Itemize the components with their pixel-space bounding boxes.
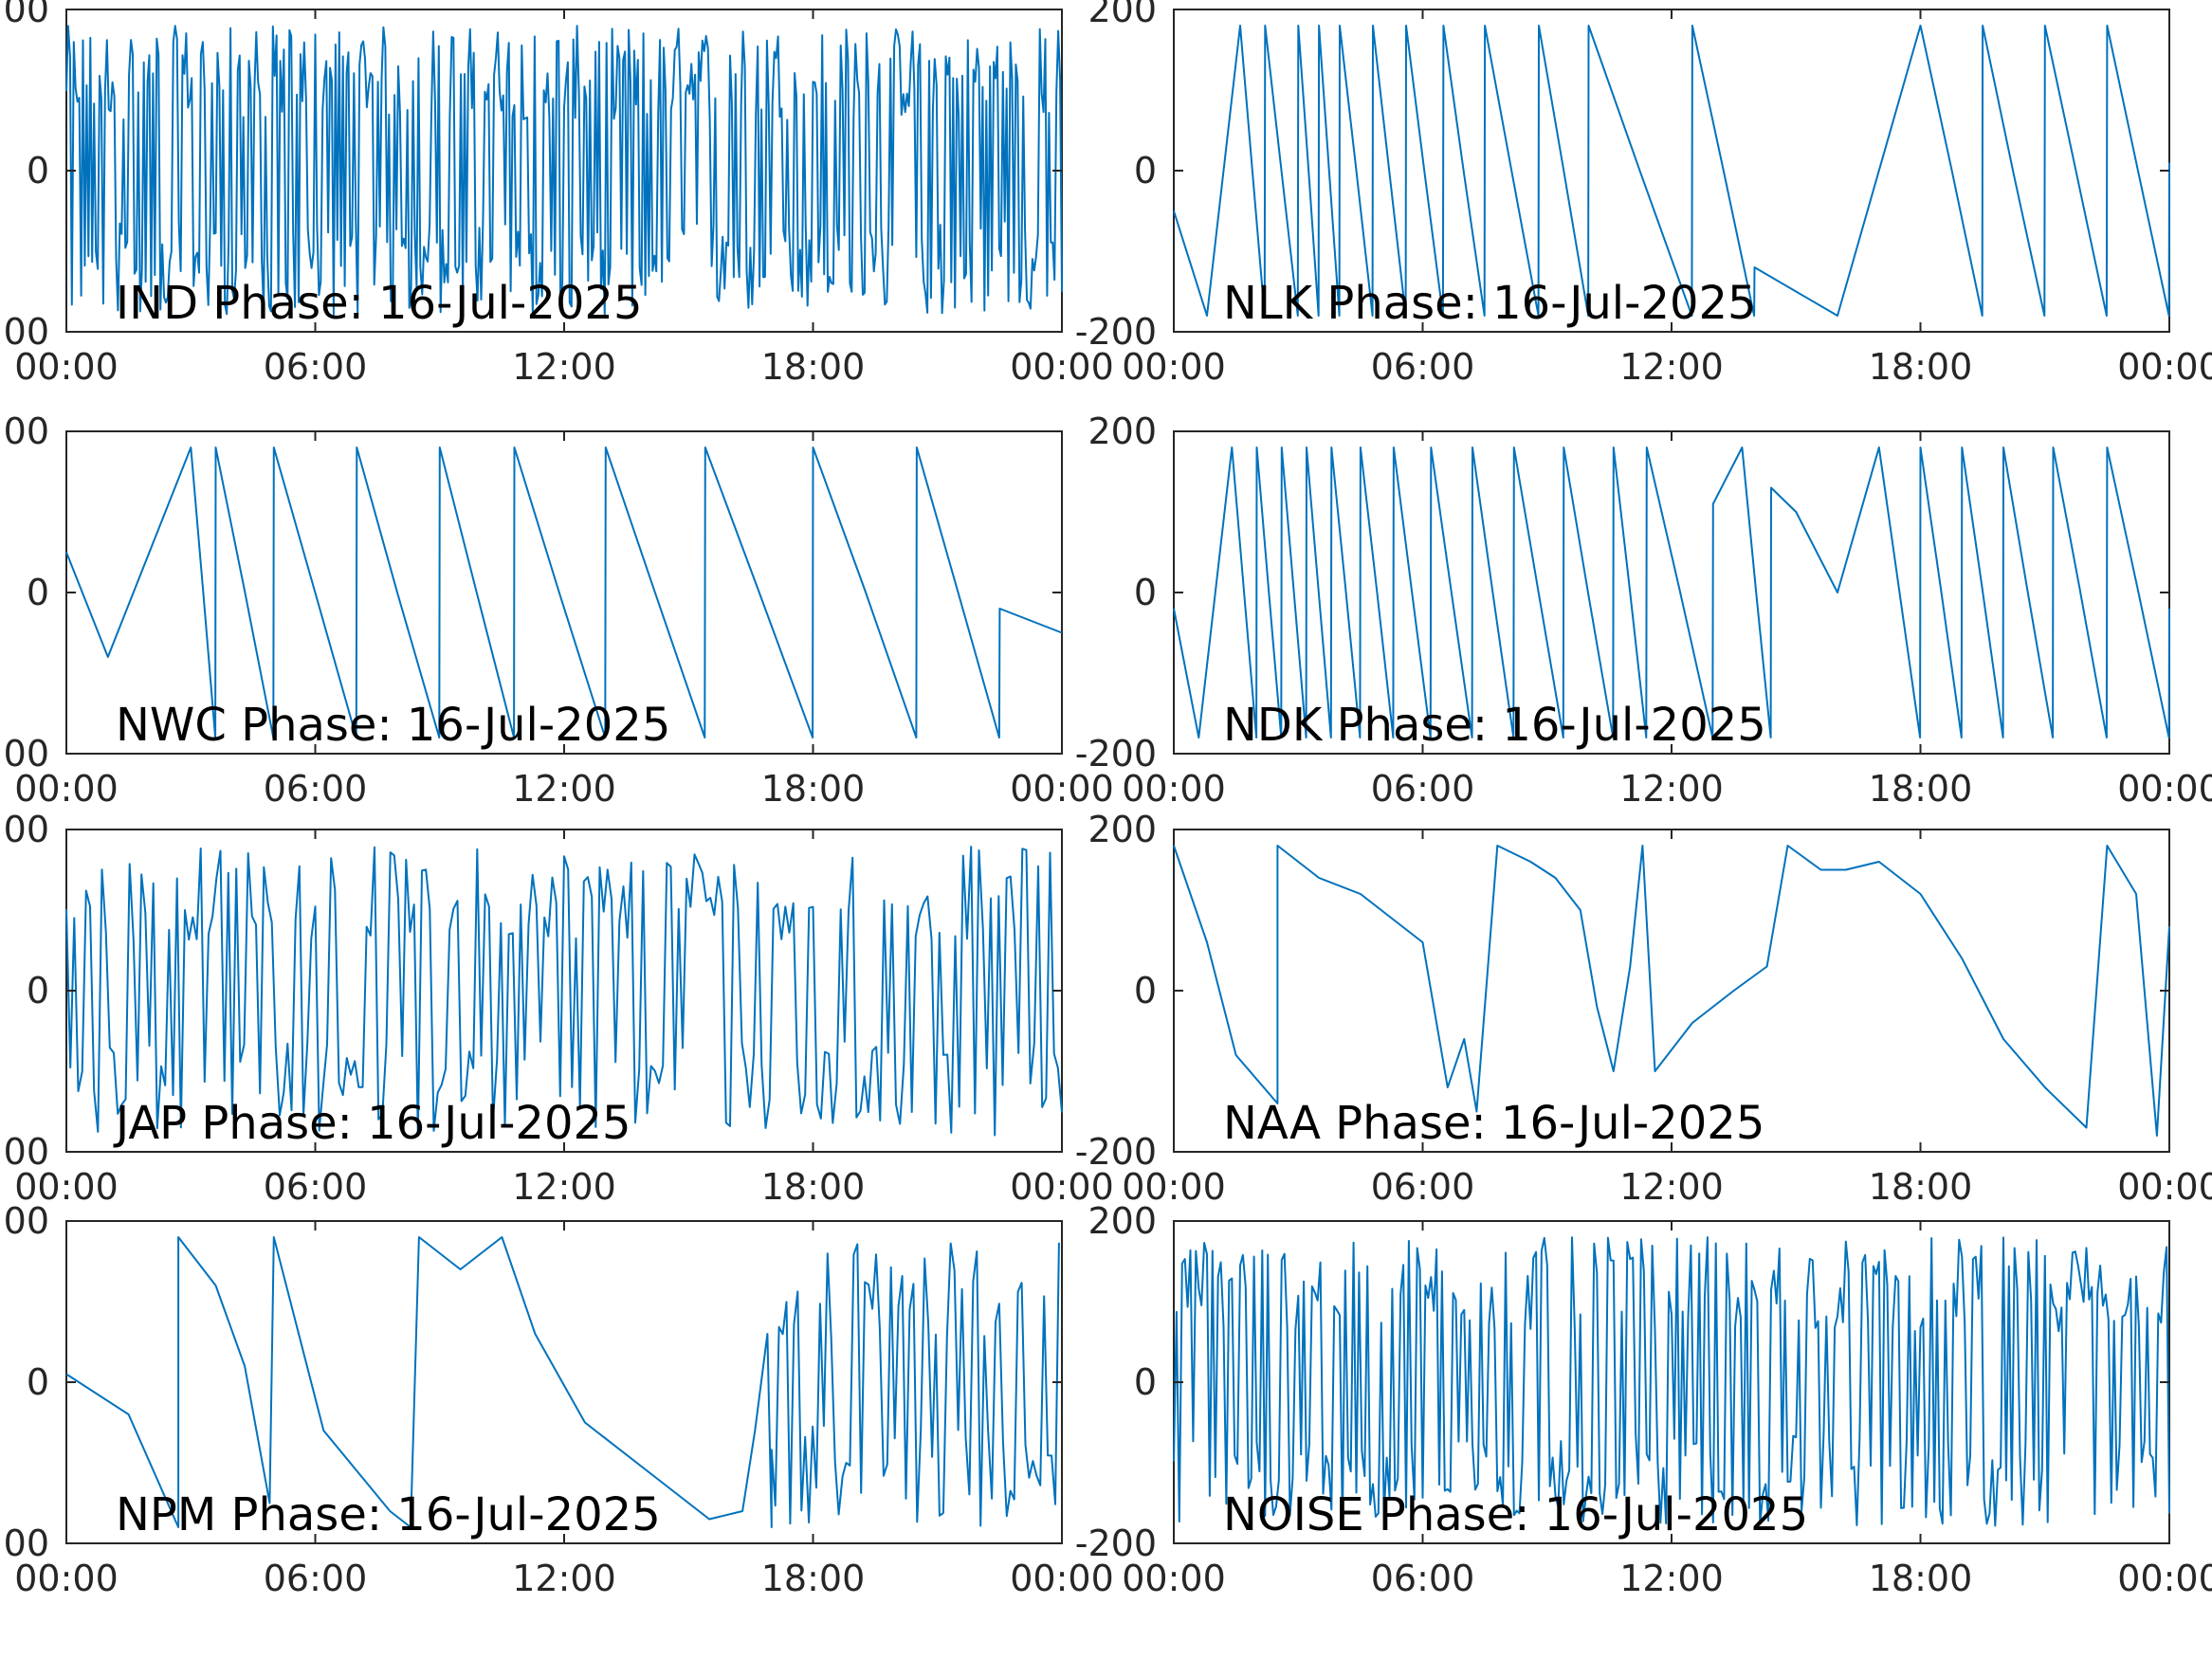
x-tick-label: 00:00 <box>1010 768 1114 810</box>
y-tick-label: 200 <box>0 809 49 850</box>
y-tick-label: 200 <box>0 0 49 30</box>
x-tick-label: 18:00 <box>1869 1558 1973 1599</box>
x-tick-label: 06:00 <box>1371 346 1475 388</box>
x-tick-label: 00:00 <box>1122 1166 1226 1208</box>
x-tick-label: 18:00 <box>761 1166 866 1208</box>
panel-title: NWC Phase: 16-Jul-2025 <box>116 699 670 752</box>
y-tick-label: 0 <box>27 572 49 613</box>
x-tick-label: 00:00 <box>1122 768 1226 810</box>
x-tick-label: 12:00 <box>512 346 616 388</box>
y-tick-label: -200 <box>0 1131 49 1173</box>
y-tick-label: 200 <box>1088 809 1157 850</box>
y-tick-label: -200 <box>1075 311 1157 353</box>
x-tick-label: 00:00 <box>14 346 119 388</box>
panel-5: 00:00 06:00 12:00 18:00 00:00 200 0 -200 JAP Pha… <box>0 809 1114 1208</box>
x-tick-label: 12:00 <box>512 1558 616 1599</box>
x-tick-label: 18:00 <box>1869 346 1973 388</box>
y-tick-label: 0 <box>1134 572 1157 613</box>
x-tick-label: 06:00 <box>264 346 368 388</box>
x-tick-label: 06:00 <box>264 1558 368 1599</box>
y-tick-label: -200 <box>0 311 49 353</box>
panel-title: NDK Phase: 16-Jul-2025 <box>1223 699 1766 752</box>
panel-8: 00:00 06:00 12:00 18:00 00:00 200 0 -200 NOISE P… <box>1075 1200 2212 1599</box>
y-tick-label: -200 <box>0 733 49 775</box>
y-tick-label: 0 <box>1134 970 1157 1012</box>
series-line <box>65 447 1063 738</box>
x-tick-label: 18:00 <box>1869 1166 1973 1208</box>
y-tick-label: -200 <box>0 1522 49 1564</box>
y-tick-label: -200 <box>1075 1131 1157 1173</box>
x-tick-label: 12:00 <box>1619 1166 1724 1208</box>
x-tick-label: 12:00 <box>1619 1558 1724 1599</box>
panel-title: NOISE Phase: 16-Jul-2025 <box>1223 1488 1808 1541</box>
x-tick-label: 06:00 <box>264 1166 368 1208</box>
x-tick-label: 18:00 <box>761 768 866 810</box>
x-tick-label: 06:00 <box>264 768 368 810</box>
y-tick-label: 200 <box>1088 0 1157 30</box>
x-tick-label: 12:00 <box>512 1166 616 1208</box>
panel-title: NLK Phase: 16-Jul-2025 <box>1223 277 1757 330</box>
x-tick-label: 00:00 <box>1122 1558 1226 1599</box>
x-tick-label: 00:00 <box>2117 346 2212 388</box>
y-tick-label: 0 <box>27 150 49 191</box>
x-tick-label: 18:00 <box>761 346 866 388</box>
y-tick-label: 0 <box>27 970 49 1012</box>
x-tick-label: 06:00 <box>1371 1166 1475 1208</box>
series-line <box>65 25 1063 317</box>
x-tick-label: 12:00 <box>1619 768 1724 810</box>
series-line <box>65 1236 1060 1528</box>
panel-title: IND Phase: 16-Jul-2025 <box>116 277 643 330</box>
y-tick-label: 200 <box>1088 1200 1157 1242</box>
panel-7: 00:00 06:00 12:00 18:00 00:00 200 0 -200 NPM Pha… <box>0 1200 1114 1599</box>
panel-6: 00:00 06:00 12:00 18:00 00:00 200 0 -200 NAA Pha… <box>1075 809 2212 1208</box>
panel-title: JAP Phase: 16-Jul-2025 <box>113 1097 631 1150</box>
y-tick-label: 200 <box>1088 410 1157 452</box>
series-line <box>1173 1236 2170 1528</box>
series-line <box>1173 845 2170 1137</box>
x-tick-label: 00:00 <box>1010 346 1114 388</box>
panel-3: 00:00 06:00 12:00 18:00 00:00 200 0 -200 NWC Pha… <box>0 410 1114 810</box>
y-tick-label: -200 <box>1075 1522 1157 1564</box>
panel-4: 00:00 06:00 12:00 18:00 00:00 200 0 -200 NDK Pha… <box>1075 410 2212 810</box>
x-tick-label: 18:00 <box>761 1558 866 1599</box>
panel-1: 00:00 06:00 12:00 18:00 00:00 200 0 -200 IND Pha… <box>0 0 1114 388</box>
x-tick-label: 18:00 <box>1869 768 1973 810</box>
y-tick-label: 200 <box>0 1200 49 1242</box>
panel-title: NPM Phase: 16-Jul-2025 <box>116 1488 661 1541</box>
x-tick-label: 00:00 <box>14 1166 119 1208</box>
series-line <box>1173 447 2170 738</box>
panel-2: 00:00 06:00 12:00 18:00 00:00 200 0 -200 NLK Pha… <box>1075 0 2212 388</box>
y-tick-label: 0 <box>1134 1361 1157 1403</box>
x-tick-label: 06:00 <box>1371 1558 1475 1599</box>
x-tick-label: 00:00 <box>14 1558 119 1599</box>
x-tick-label: 00:00 <box>2117 1558 2212 1599</box>
x-tick-label: 12:00 <box>512 768 616 810</box>
x-tick-label: 00:00 <box>2117 1166 2212 1208</box>
series-line <box>1173 25 2170 317</box>
x-tick-label: 06:00 <box>1371 768 1475 810</box>
x-tick-label: 00:00 <box>1010 1166 1114 1208</box>
y-tick-label: -200 <box>1075 733 1157 775</box>
panel-title: NAA Phase: 16-Jul-2025 <box>1223 1097 1764 1150</box>
series-line <box>65 846 1063 1137</box>
x-tick-label: 00:00 <box>14 768 119 810</box>
x-tick-label: 00:00 <box>2117 768 2212 810</box>
x-tick-label: 00:00 <box>1010 1558 1114 1599</box>
y-tick-label: 0 <box>1134 150 1157 191</box>
x-tick-label: 00:00 <box>1122 346 1226 388</box>
y-tick-label: 200 <box>0 410 49 452</box>
y-tick-label: 0 <box>27 1361 49 1403</box>
x-tick-label: 12:00 <box>1619 346 1724 388</box>
